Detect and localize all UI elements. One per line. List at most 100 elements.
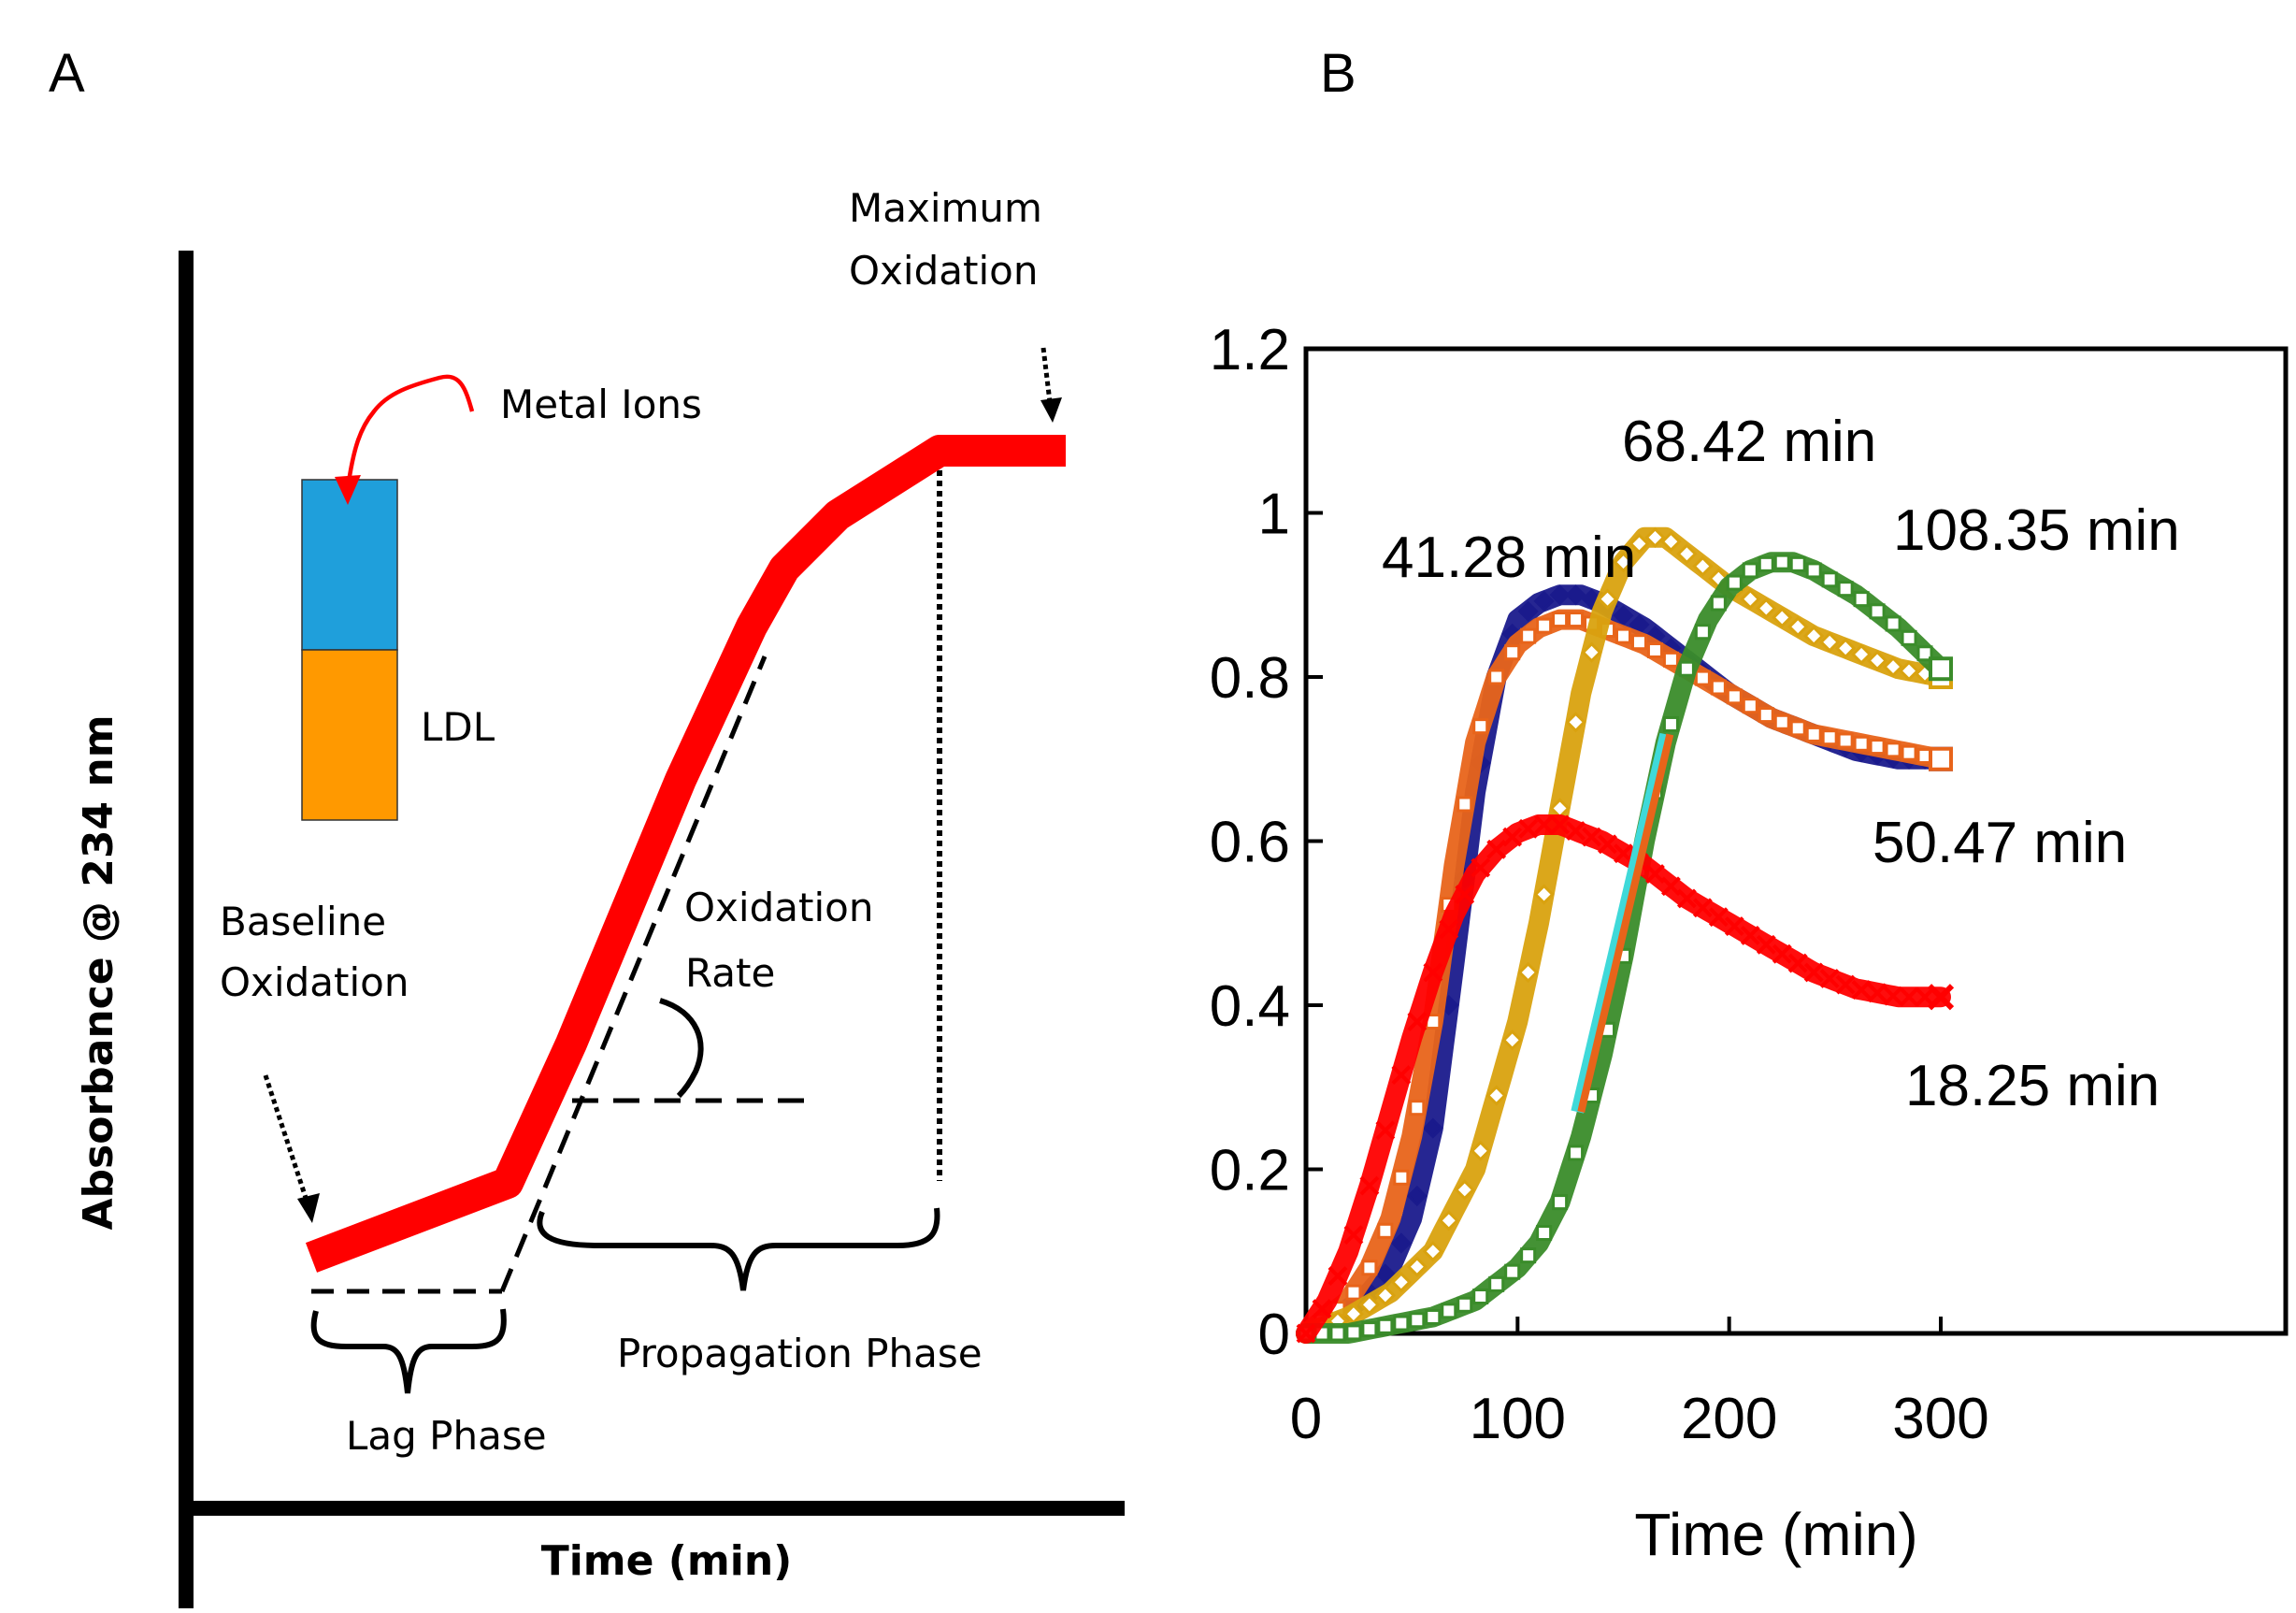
y-tick-label: 0.2 (1210, 1139, 1290, 1203)
data-point (1390, 1232, 1412, 1254)
data-point (1472, 1289, 1489, 1305)
data-point (1885, 615, 1901, 632)
data-point (1550, 814, 1571, 835)
y-tick-label: 0 (1258, 1303, 1290, 1367)
data-point (1772, 943, 1792, 964)
data-point (1533, 590, 1555, 612)
oxidation-curve (305, 435, 1066, 1273)
data-point (1742, 562, 1758, 579)
data-point (1756, 934, 1776, 955)
maximum-oxidation-label-1: Maximum (849, 185, 1042, 231)
data-point (1568, 1145, 1585, 1161)
data-point (1819, 631, 1841, 653)
data-point (1644, 526, 1666, 548)
x-tick-label: 100 (1470, 1387, 1566, 1451)
data-point (1773, 713, 1790, 730)
propagation-phase-label: Propagation Phase (617, 1331, 983, 1376)
data-point (1393, 1169, 1410, 1186)
panel-a-y-axis-label: Absorbance @ 234 nm (75, 714, 122, 1230)
data-point (1740, 588, 1761, 610)
baseline-oxidation-label-1: Baseline (220, 899, 386, 944)
data-point (1869, 739, 1886, 756)
data-point (1361, 1321, 1378, 1338)
data-point (1345, 1284, 1362, 1301)
data-point (1898, 660, 1920, 682)
data-point (1374, 1285, 1397, 1306)
data-point (1916, 645, 1933, 662)
data-point (1613, 552, 1634, 573)
data-point (1501, 1030, 1523, 1051)
data-point (1536, 617, 1553, 634)
baseline-oxidation-label-2: Oxidation (220, 959, 409, 1005)
data-point (1662, 651, 1679, 668)
data-point (1773, 554, 1790, 570)
data-point (1676, 888, 1697, 909)
data-point (1581, 641, 1602, 663)
data-point (1882, 655, 1904, 678)
data-point (1312, 1299, 1332, 1319)
data-point (1835, 974, 1856, 995)
data-point (1678, 660, 1695, 677)
data-point (1409, 1100, 1426, 1116)
data-point (1805, 562, 1822, 579)
data-point (1805, 726, 1822, 742)
data-point (1803, 626, 1825, 647)
data-point (1425, 1308, 1442, 1325)
data-point (1377, 1222, 1394, 1239)
data-point (1821, 571, 1838, 588)
maximum-oxidation-label-2: Oxidation (849, 248, 1038, 294)
data-point (1517, 961, 1539, 984)
data-point (1358, 1294, 1381, 1316)
data-point (1901, 629, 1917, 646)
series-annotation: 41.28 min (1382, 526, 1636, 590)
data-point (1694, 670, 1711, 686)
data-point (1518, 818, 1539, 839)
x-tick-label: 300 (1892, 1387, 1988, 1451)
data-point (1327, 1266, 1348, 1286)
data-point (1835, 638, 1857, 659)
data-point (1565, 712, 1586, 733)
panel-b: B 0 0.2 0.4 0.6 0.8 1 1.2 0 100 200 300 68.42 min… (1210, 43, 2289, 1568)
panel-a-letter: A (49, 43, 85, 104)
data-point (1837, 732, 1854, 749)
data-point (1520, 1247, 1537, 1264)
data-point (1692, 898, 1713, 918)
baseline-oxidation-arrowhead (297, 1193, 320, 1223)
data-point (1438, 1210, 1459, 1231)
maximum-oxidation-arrowhead (1040, 397, 1062, 423)
data-point (1772, 607, 1793, 628)
data-point (1821, 729, 1838, 746)
data-point (1423, 962, 1443, 983)
data-point (1742, 698, 1758, 714)
data-point (1457, 796, 1473, 813)
data-point (1726, 688, 1743, 705)
data-point (1536, 1225, 1553, 1242)
data-point (1758, 707, 1774, 724)
data-point (1803, 962, 1824, 983)
data-point (1598, 834, 1617, 855)
data-point (1676, 543, 1698, 565)
series-108-35-min (1296, 552, 1953, 1344)
panel-a: A Absorbance @ 234 nm Time (min) LDL Met… (49, 43, 1125, 1608)
x-tick-label: 200 (1681, 1387, 1777, 1451)
data-point (1615, 627, 1631, 644)
ldl-tube-top (301, 479, 398, 651)
data-point (1470, 1140, 1491, 1161)
data-point (1361, 1260, 1378, 1276)
data-point (1552, 1194, 1569, 1211)
data-point (1422, 1117, 1443, 1139)
propagation-phase-brace (537, 1207, 940, 1291)
data-point (1390, 1272, 1412, 1293)
data-point (1915, 987, 1935, 1007)
data-point (1726, 574, 1743, 591)
data-point (1582, 827, 1601, 847)
data-point (1455, 885, 1475, 904)
data-point (1630, 634, 1647, 651)
data-point (1566, 821, 1586, 841)
data-point (1406, 1185, 1428, 1207)
y-tick-label: 0.8 (1210, 646, 1290, 711)
data-point (1457, 1296, 1473, 1313)
data-point (1756, 598, 1777, 619)
data-point (1488, 669, 1505, 685)
data-point (1568, 612, 1585, 628)
